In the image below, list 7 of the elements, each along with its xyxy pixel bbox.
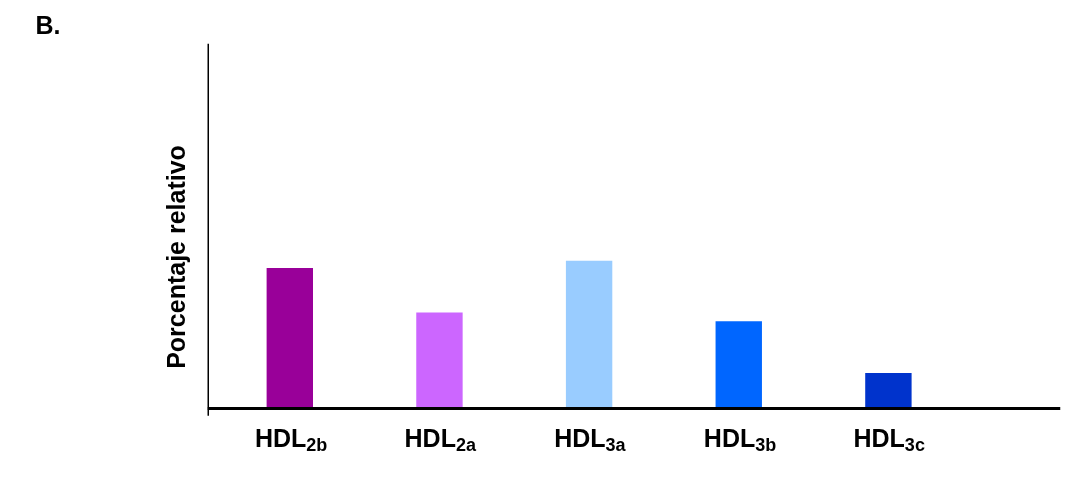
bar [565,260,613,409]
bar [865,372,912,409]
y-axis-title: Porcentaje relativo [162,145,190,369]
chart-title: B. [35,10,61,39]
bar [416,312,463,409]
bar [715,321,762,409]
bar [266,268,313,409]
